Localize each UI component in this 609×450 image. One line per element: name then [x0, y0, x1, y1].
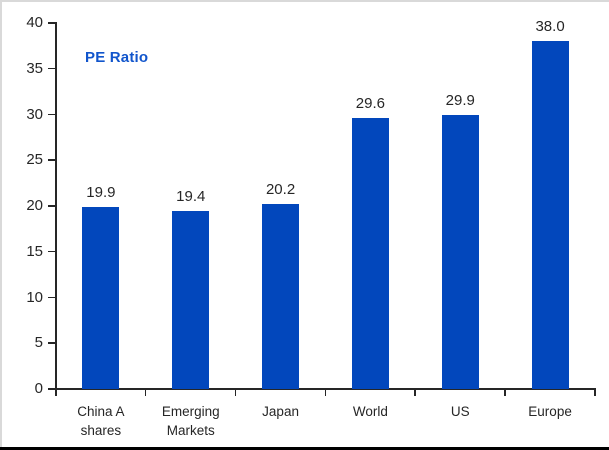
- bar-value-label: 29.9: [445, 92, 475, 110]
- bar: [172, 211, 210, 389]
- x-axis-line: [55, 388, 596, 390]
- category-label: World: [352, 404, 388, 419]
- bar-value-label: 20.2: [265, 181, 296, 199]
- x-axis-tick: [324, 390, 326, 396]
- y-tick-label: 35: [26, 59, 43, 77]
- x-axis-tick: [144, 390, 147, 396]
- frame-border-bottom: [0, 447, 609, 450]
- x-axis-tick: [594, 390, 596, 396]
- x-axis-tick: [55, 390, 57, 396]
- y-tick-label: 25: [26, 151, 43, 169]
- y-axis-tick: [48, 22, 55, 24]
- bar: [351, 118, 389, 389]
- chart-title: PE Ratio: [85, 49, 149, 66]
- bar-value-label: 29.6: [355, 95, 385, 113]
- y-axis-tick: [48, 250, 55, 253]
- bar-value-label: 19.4: [176, 188, 206, 206]
- x-axis-tick: [234, 390, 237, 396]
- y-axis-tick: [48, 205, 55, 207]
- y-tick-label: 20: [26, 197, 43, 214]
- y-axis-tick: [48, 113, 55, 115]
- bar: [82, 206, 120, 389]
- y-tick-label: 10: [26, 288, 43, 306]
- y-tick-label: 15: [26, 242, 43, 260]
- category-label: US: [450, 404, 470, 419]
- bar-value-label: 38.0: [535, 18, 565, 36]
- category-label: Japan: [262, 404, 299, 419]
- y-tick-label: 40: [26, 14, 43, 31]
- y-axis-tick: [48, 159, 55, 161]
- y-axis-tick: [48, 296, 55, 298]
- y-tick-label: 5: [34, 334, 43, 352]
- bar: [441, 115, 479, 389]
- bar-value-label: 19.9: [86, 183, 116, 201]
- y-axis-line: [55, 22, 57, 390]
- frame-border-top: [0, 0, 609, 2]
- category-label: China A shares: [77, 404, 125, 438]
- y-tick-label: 0: [34, 380, 43, 397]
- bar: [262, 204, 300, 389]
- y-tick-label: 30: [26, 105, 43, 123]
- frame-border-left: [0, 0, 2, 450]
- x-axis-tick: [414, 390, 416, 396]
- y-axis-tick: [48, 342, 55, 344]
- category-label: Europe: [528, 404, 572, 419]
- x-axis-tick: [504, 390, 506, 396]
- y-axis-tick: [48, 388, 55, 390]
- y-axis-tick: [48, 67, 55, 70]
- category-label: Emerging Markets: [161, 404, 220, 438]
- bar: [531, 41, 569, 389]
